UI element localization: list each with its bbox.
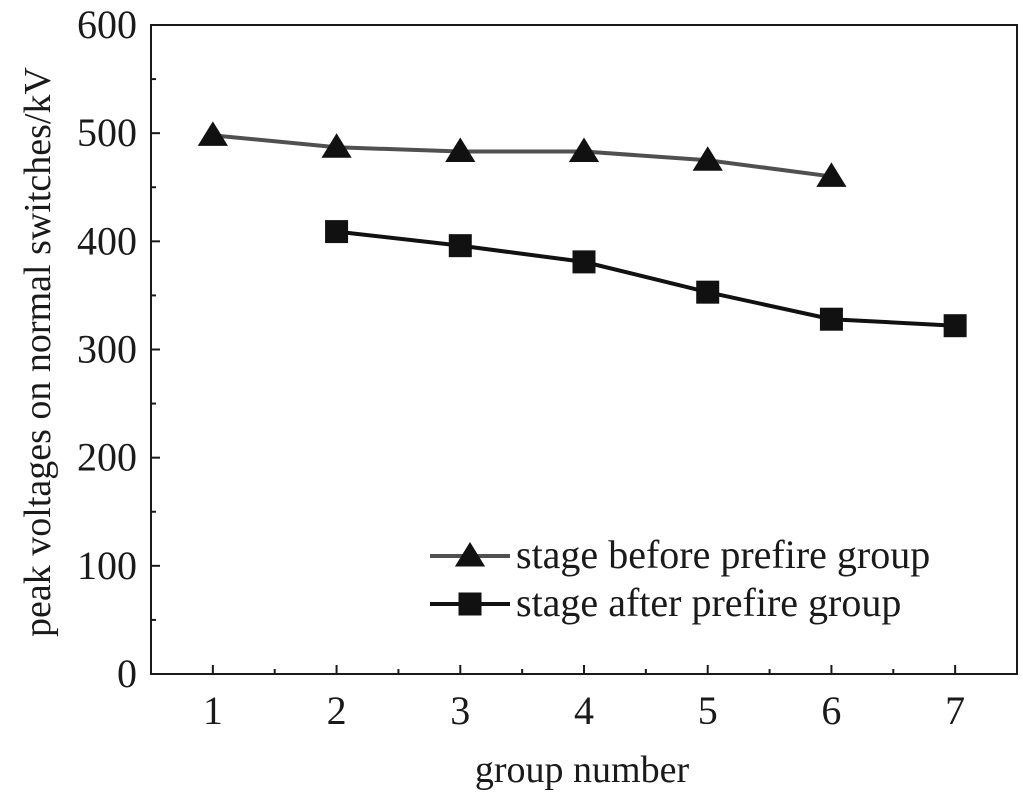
data-point-triangle xyxy=(321,133,352,158)
y-tick-label: 0 xyxy=(117,651,137,696)
x-axis-ticks: 1 2 3 4 5 6 7 xyxy=(203,665,965,733)
x-tick-label: 4 xyxy=(574,688,594,733)
x-tick-label: 3 xyxy=(450,688,470,733)
y-axis-label: peak voltages on normal switches/kV xyxy=(17,67,59,637)
series-layer xyxy=(197,121,967,338)
series-line xyxy=(336,229,956,328)
data-point-triangle xyxy=(445,137,476,163)
data-point-square xyxy=(572,250,596,274)
x-tick-label: 1 xyxy=(203,688,223,733)
data-point-square xyxy=(819,307,843,331)
series-1 xyxy=(197,121,847,187)
data-point-triangle xyxy=(197,121,228,146)
y-tick-label: 100 xyxy=(77,543,137,588)
y-tick-label: 200 xyxy=(77,435,137,480)
y-tick-label: 600 xyxy=(77,2,137,47)
y-tick-label: 400 xyxy=(77,218,137,263)
x-axis-label: group number xyxy=(475,749,690,791)
data-point-square xyxy=(325,220,349,244)
series-line xyxy=(212,133,832,179)
y-axis-ticks: 0 100 200 300 400 500 600 xyxy=(77,2,160,696)
x-tick-label: 6 xyxy=(821,688,841,733)
legend-entry: stage after prefire group xyxy=(430,580,901,625)
x-tick-label: 5 xyxy=(698,688,718,733)
data-point-square xyxy=(448,234,472,258)
y-tick-label: 500 xyxy=(77,110,137,155)
data-point-square xyxy=(943,314,967,338)
legend-label: stage before prefire group xyxy=(516,532,930,577)
legend-label: stage after prefire group xyxy=(516,580,901,625)
data-point-triangle xyxy=(692,146,723,171)
y-tick-label: 300 xyxy=(77,327,137,372)
legend-marker-square xyxy=(458,592,482,616)
x-tick-label: 7 xyxy=(945,688,965,733)
data-point-triangle xyxy=(816,162,847,187)
data-point-square xyxy=(696,280,720,304)
series-2 xyxy=(325,220,967,338)
legend-marker-triangle xyxy=(454,542,486,567)
x-tick-label: 2 xyxy=(327,688,347,733)
legend-entry: stage before prefire group xyxy=(430,532,930,577)
data-point-triangle xyxy=(568,137,600,163)
